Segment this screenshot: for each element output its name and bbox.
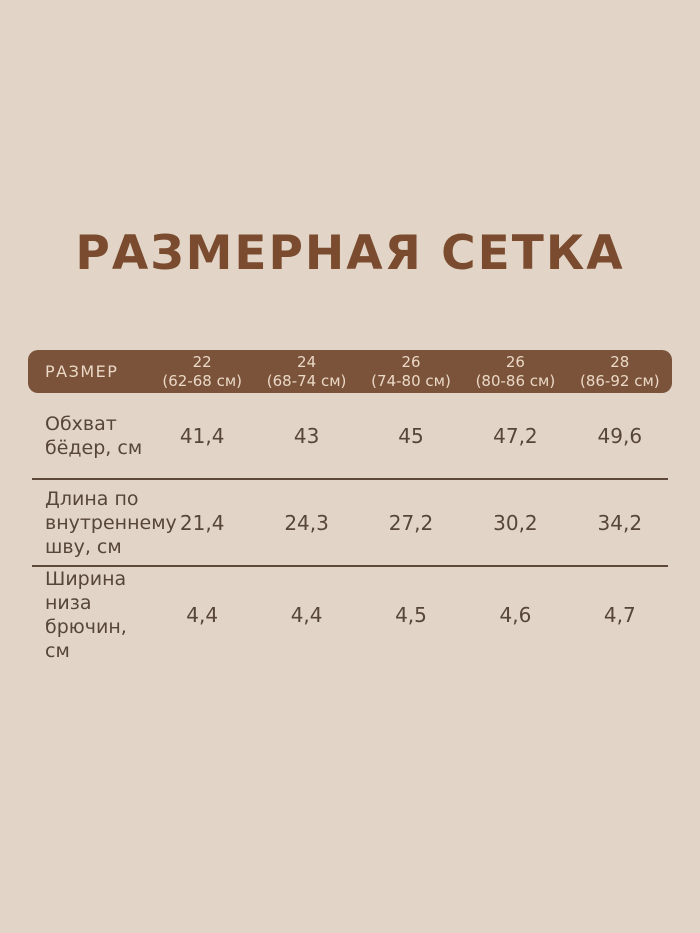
cell-value: 41,4 [179, 423, 225, 448]
header-column-24: 24 (68-74 см) [254, 353, 358, 391]
header-size-value: 22 [192, 352, 212, 371]
cell-value: 43 [293, 423, 320, 448]
cell-value: 21,4 [179, 510, 225, 535]
cell-value: 49,6 [597, 423, 643, 448]
cell-value: 4,7 [603, 603, 636, 627]
header-column-22: 22 (62-68 см) [150, 353, 254, 391]
row-label: Длина по внутреннему шву, см [45, 487, 177, 558]
header-size-value: 26 [401, 352, 421, 371]
header-size-label: РАЗМЕР [45, 362, 119, 381]
cell-value: 4,5 [395, 603, 427, 627]
table-row-leg-width: Ширина низа брючин, см 4,4 4,4 4,5 4,6 4… [28, 567, 672, 663]
cell-value: 45 [398, 423, 424, 448]
table-header-row: РАЗМЕР 22 (62-68 см) 24 (68-74 см) 26 (7… [28, 350, 672, 393]
cell-value: 27,2 [388, 510, 434, 535]
header-size-value: 28 [610, 352, 630, 371]
header-column-26b: 26 (80-86 см) [463, 353, 567, 391]
cell-value: 4,4 [186, 603, 219, 627]
row-label: Ширина низа брючин, см [45, 568, 127, 662]
row-label: Обхват бёдер, см [45, 412, 143, 459]
cell-value: 24,3 [284, 510, 329, 535]
header-size-range: (68-74 см) [266, 371, 347, 390]
header-size-range: (86-92 см) [579, 371, 660, 390]
header-column-28: 28 (86-92 см) [568, 353, 672, 391]
size-table: РАЗМЕР 22 (62-68 см) 24 (68-74 см) 26 (7… [28, 350, 672, 663]
cell-value: 4,6 [499, 603, 532, 627]
cell-value: 47,2 [493, 423, 538, 448]
header-column-26a: 26 (74-80 см) [359, 353, 463, 391]
header-size-range: (80-86 см) [475, 371, 556, 390]
header-size-range: (74-80 см) [371, 371, 451, 390]
table-row-hips: Обхват бёдер, см 41,4 43 45 47,2 49,6 [28, 393, 672, 478]
table-row-inseam: Длина по внутреннему шву, см 21,4 24,3 2… [28, 480, 672, 565]
page-title: РАЗМЕРНАЯ СЕТКА [75, 226, 625, 281]
header-size-range: (62-68 см) [162, 371, 242, 390]
row-divider [32, 478, 668, 480]
cell-value: 4,4 [290, 603, 323, 627]
cell-value: 34,2 [597, 510, 643, 535]
cell-value: 30,2 [493, 510, 538, 535]
header-size-value: 26 [505, 352, 525, 371]
header-size-value: 24 [297, 352, 317, 371]
row-divider [32, 565, 668, 567]
